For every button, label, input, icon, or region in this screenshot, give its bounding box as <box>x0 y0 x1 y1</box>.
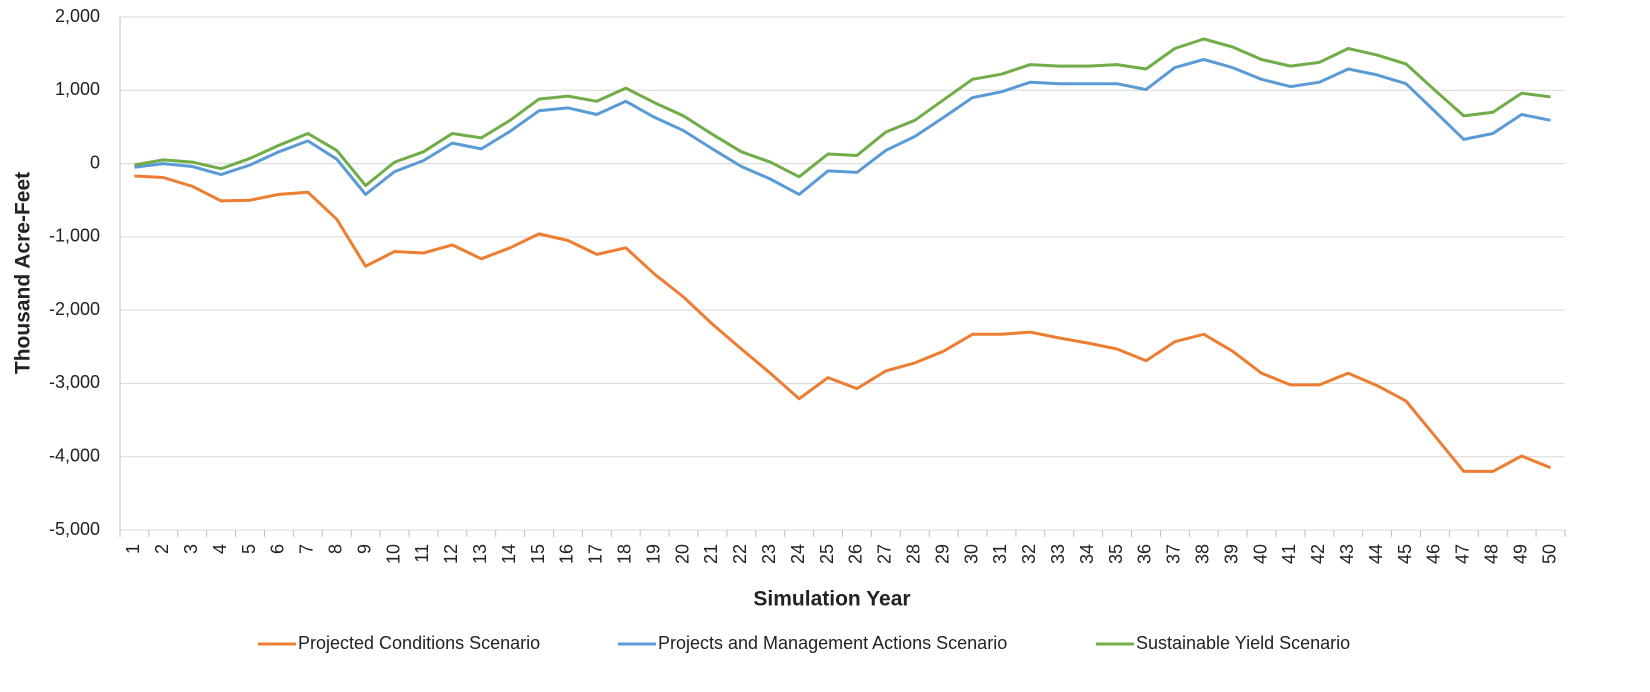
x-tick-label: 38 <box>1193 544 1213 564</box>
legend-label: Sustainable Yield Scenario <box>1136 633 1350 653</box>
x-tick-label: 48 <box>1482 544 1502 564</box>
y-tick-label: -1,000 <box>49 226 100 246</box>
x-tick-label: 12 <box>441 544 461 564</box>
x-tick-label: 24 <box>788 544 808 564</box>
x-tick-label: 47 <box>1453 544 1473 564</box>
x-tick-label: 4 <box>210 544 230 554</box>
y-tick-label: 2,000 <box>55 6 100 26</box>
y-tick-label: -3,000 <box>49 372 100 392</box>
x-tick-label: 30 <box>961 544 981 564</box>
legend-label: Projects and Management Actions Scenario <box>658 633 1007 653</box>
x-tick-label: 16 <box>557 544 577 564</box>
x-tick-label: 41 <box>1279 544 1299 564</box>
x-tick-label: 34 <box>1077 544 1097 564</box>
series-line <box>134 174 1552 473</box>
x-tick-label: 33 <box>1048 544 1068 564</box>
x-tick-label: 42 <box>1308 544 1328 564</box>
x-tick-label: 45 <box>1395 544 1415 564</box>
x-tick-label: 32 <box>1019 544 1039 564</box>
x-tick-label: 29 <box>932 544 952 564</box>
x-tick-label: 28 <box>904 544 924 564</box>
x-tick-label: 22 <box>730 544 750 564</box>
x-tick-label: 6 <box>268 544 288 554</box>
y-tick-label: 0 <box>90 152 100 172</box>
x-tick-label: 39 <box>1221 544 1241 564</box>
legend-label: Projected Conditions Scenario <box>298 633 540 653</box>
x-tick-label: 27 <box>875 544 895 564</box>
x-tick-label: 7 <box>297 544 317 554</box>
x-tick-label: 5 <box>239 544 259 554</box>
x-tick-label: 15 <box>528 544 548 564</box>
x-tick-label: 50 <box>1539 544 1559 564</box>
x-tick-label: 14 <box>499 544 519 564</box>
series-line <box>134 58 1551 196</box>
y-axis-title: Thousand Acre-Feet <box>12 172 35 374</box>
y-tick-label: -2,000 <box>49 299 100 319</box>
x-tick-label: 44 <box>1366 544 1386 564</box>
x-tick-label: 13 <box>470 544 490 564</box>
x-tick-label: 43 <box>1337 544 1357 564</box>
x-tick-label: 23 <box>759 544 779 564</box>
x-tick-label: 26 <box>846 544 866 564</box>
x-axis-title: Simulation Year <box>753 588 910 611</box>
y-tick-label: 1,000 <box>55 79 100 99</box>
x-tick-label: 36 <box>1135 544 1155 564</box>
x-tick-label: 20 <box>672 544 692 564</box>
x-tick-label: 3 <box>181 544 201 554</box>
x-tick-label: 21 <box>701 544 721 564</box>
x-tick-label: 31 <box>990 544 1010 564</box>
y-tick-label: -5,000 <box>49 519 100 539</box>
x-tick-label: 17 <box>586 544 606 564</box>
x-tick-label: 10 <box>383 544 403 564</box>
x-tick-label: 1 <box>123 544 143 554</box>
y-tick-label: -4,000 <box>49 445 100 465</box>
x-tick-label: 49 <box>1510 544 1530 564</box>
x-tick-label: 19 <box>643 544 663 564</box>
x-tick-label: 35 <box>1106 544 1126 564</box>
series-line <box>134 37 1551 188</box>
x-tick-label: 25 <box>817 544 837 564</box>
x-tick-label: 18 <box>615 544 635 564</box>
x-tick-label: 40 <box>1250 544 1270 564</box>
x-tick-label: 9 <box>354 544 374 554</box>
x-tick-label: 2 <box>152 544 172 554</box>
x-tick-label: 8 <box>326 544 346 554</box>
x-tick-label: 37 <box>1164 544 1184 564</box>
x-tick-label: 11 <box>412 544 432 563</box>
x-tick-label: 46 <box>1424 544 1444 564</box>
